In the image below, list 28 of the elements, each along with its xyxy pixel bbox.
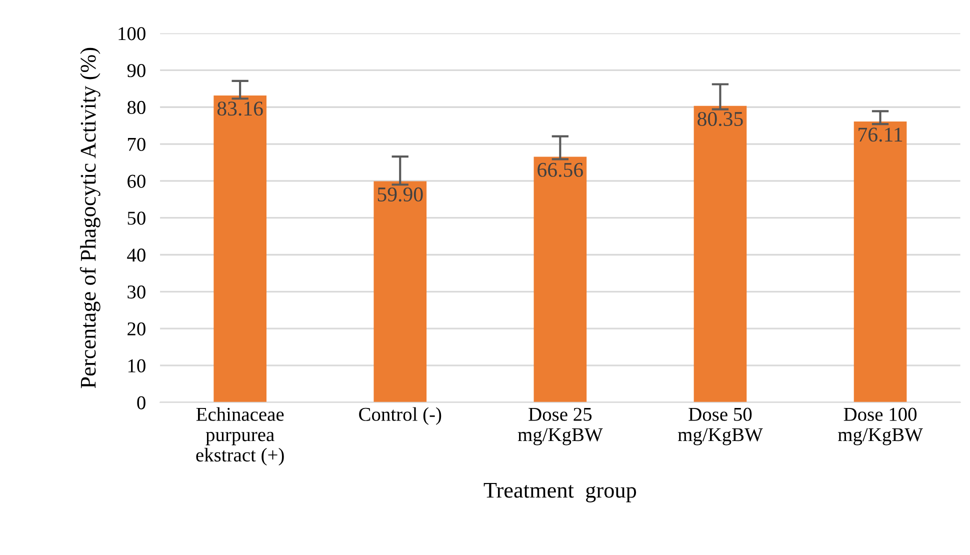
y-tick-label: 60 — [128, 174, 146, 188]
data-label: 59.90 — [378, 187, 423, 202]
y-tick-label: 30 — [128, 285, 146, 299]
x-axis-title: Treatment group — [484, 483, 636, 502]
data-label: 66.56 — [538, 162, 583, 178]
x-tick-label: Dose 100 mg/KgBW — [838, 408, 923, 446]
data-label: 80.35 — [698, 112, 743, 126]
x-tick-label: Dose 50 mg/KgBW — [678, 408, 763, 446]
y-tick-label: 0 — [137, 396, 146, 410]
bar — [374, 181, 427, 402]
y-tick-label: 80 — [127, 100, 146, 114]
bar — [534, 156, 587, 402]
x-tick-label: Control (-) — [359, 407, 442, 425]
bar — [694, 106, 747, 402]
y-tick-label: 20 — [128, 322, 146, 336]
x-tick-label: Echinaceae purpurea ekstract (+) — [196, 407, 284, 466]
data-label: 83.16 — [217, 102, 263, 116]
y-tick-label: 70 — [128, 138, 146, 151]
bar — [214, 95, 266, 402]
y-tick-label: 100 — [118, 27, 146, 40]
y-tick-label: 10 — [128, 359, 146, 372]
y-tick-label: 40 — [127, 248, 146, 262]
y-tick-label: 90 — [127, 64, 146, 78]
x-tick-label: Dose 25 mg/KgBW — [518, 408, 603, 446]
data-label: 76.11 — [858, 128, 902, 142]
bar — [854, 121, 907, 402]
y-axis-title: Percentage of Phagocytic Activity (%) — [80, 48, 100, 388]
y-tick-label: 50 — [128, 212, 146, 225]
